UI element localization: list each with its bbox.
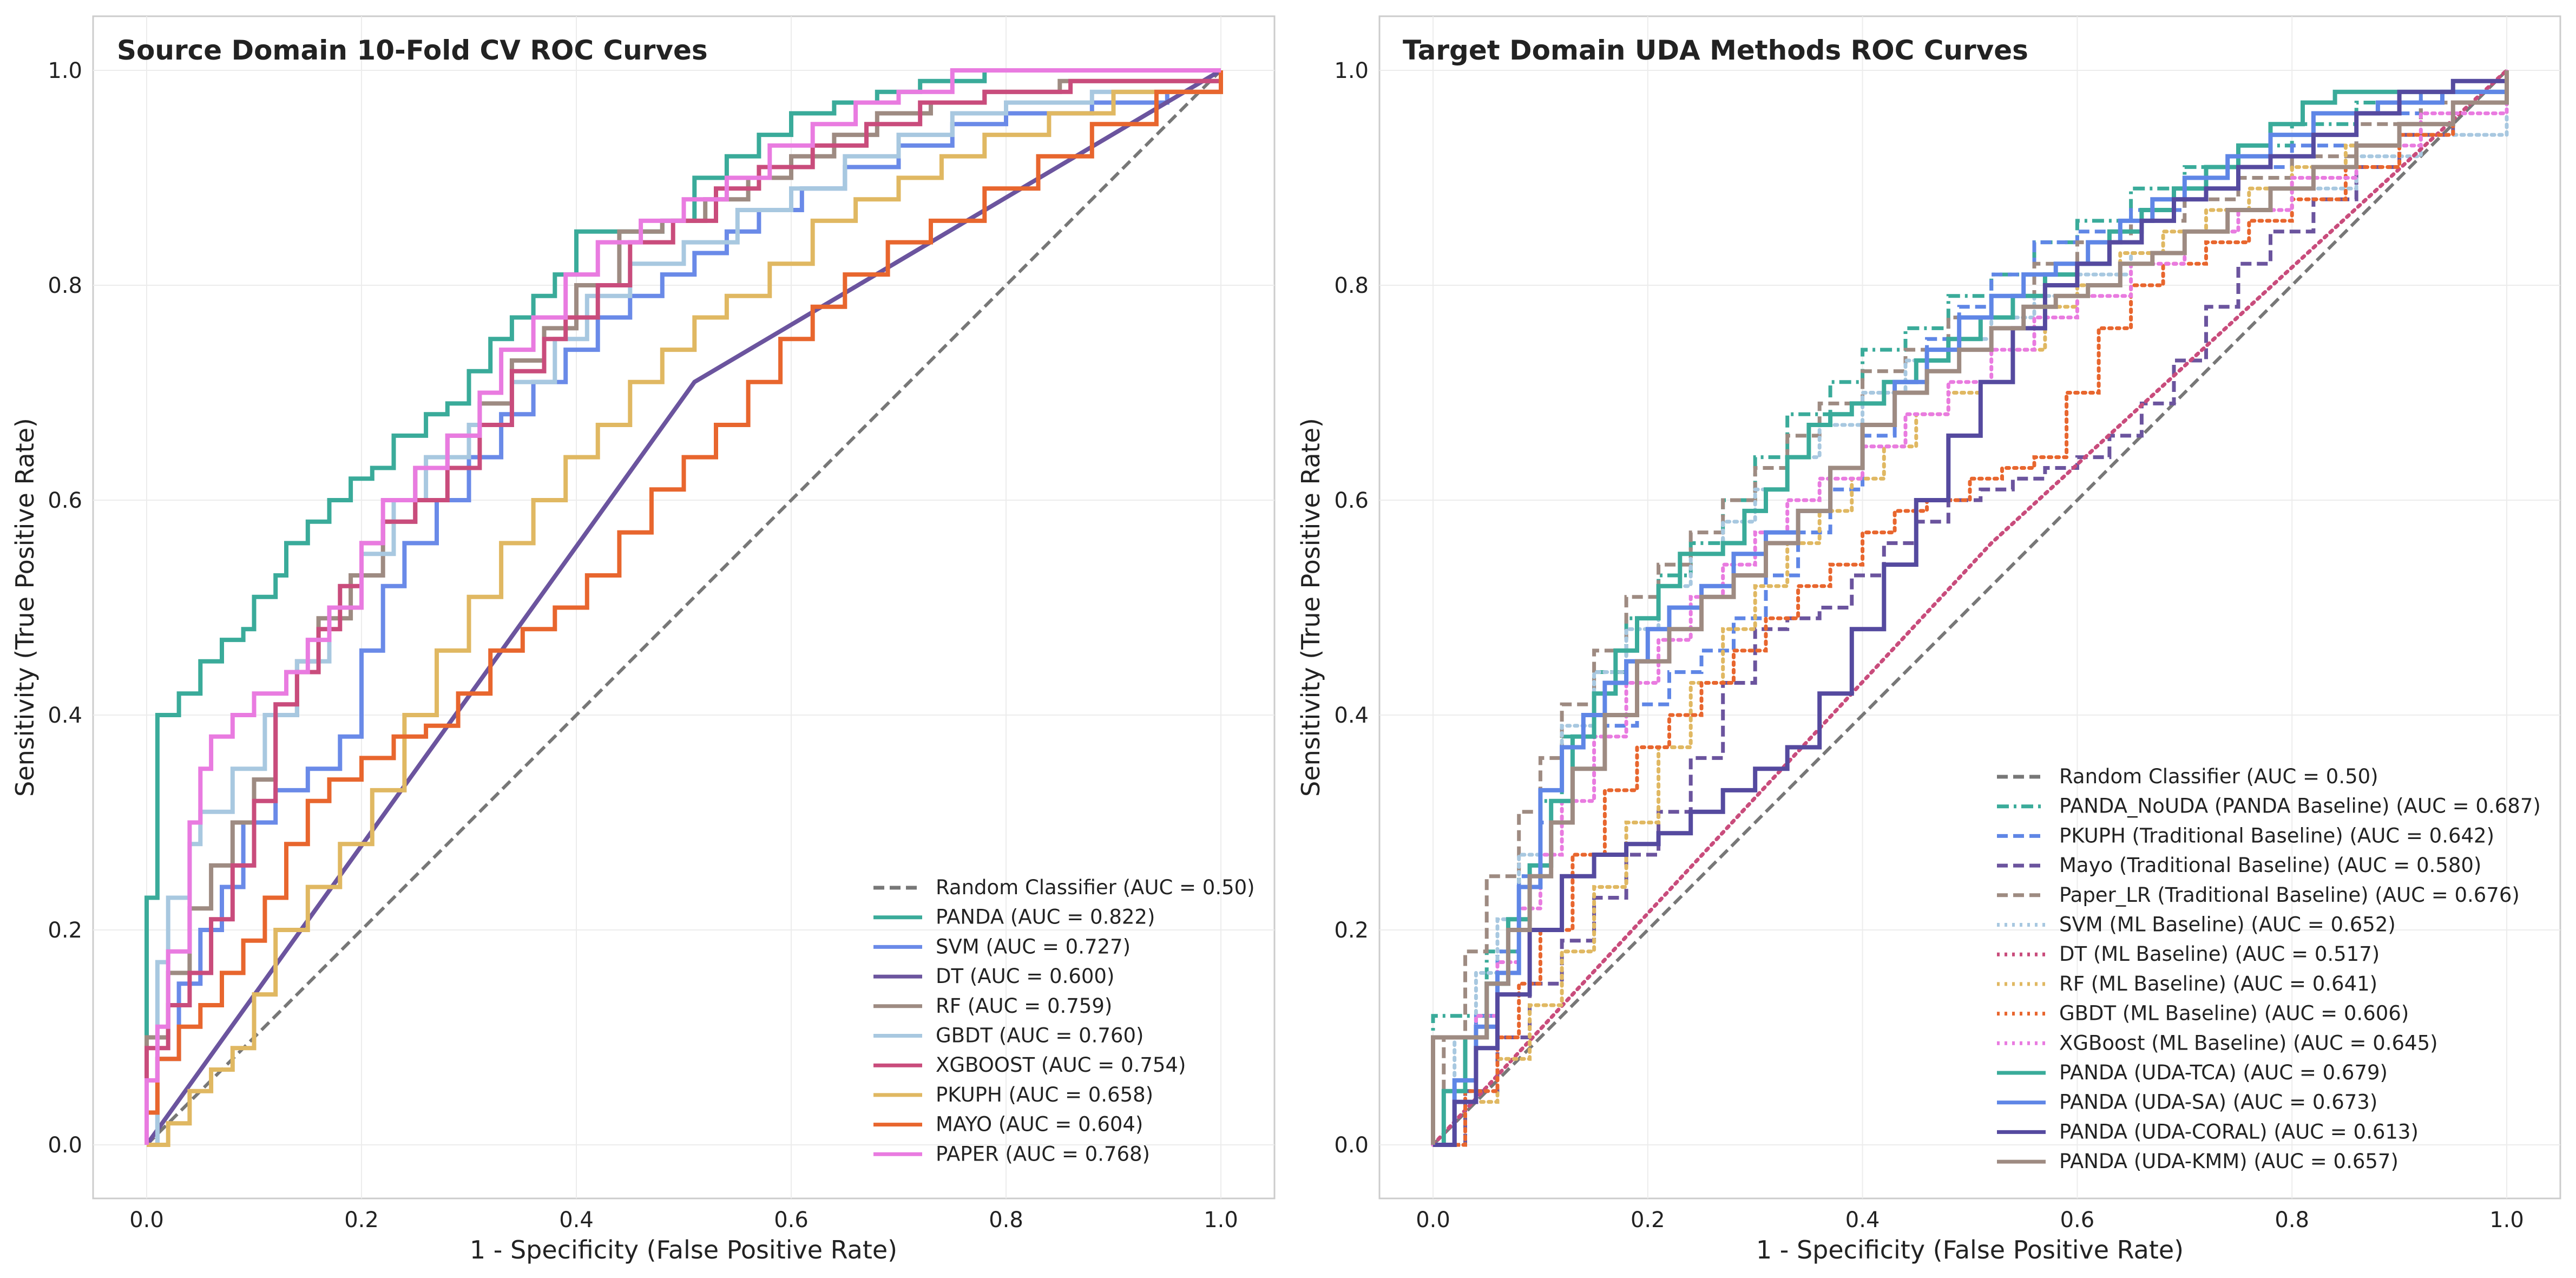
legend-entry-label: RF (AUC = 0.759) (936, 994, 1112, 1018)
roc-curve-7 (1431, 68, 2509, 1147)
y-axis-label: Sensitivity (True Positive Rate) (10, 418, 40, 797)
legend-entry-label: DT (AUC = 0.600) (936, 965, 1114, 988)
roc-curve-1 (144, 68, 1221, 1145)
legend: Random Classifier (AUC = 0.50) PANDA (AUC… (873, 876, 1255, 1165)
x-tick-label: 1.0 (2489, 1208, 2524, 1233)
x-tick-label: 0.6 (774, 1208, 809, 1233)
source-domain-roc-panel: 0.0 0.2 0.4 0.6 0.8 1.0 0.0 0.2 0.4 0.6 0.8 1.0 Sou… (10, 15, 1276, 1264)
roc-series-group (144, 68, 1223, 1147)
legend-entry-label: Random Classifier (AUC = 0.50) (2059, 765, 2378, 788)
roc-curve-7 (147, 70, 1223, 1147)
legend-entry-label: GBDT (ML Baseline) (AUC = 0.606) (2059, 1002, 2409, 1025)
roc-curve-4 (144, 70, 1223, 1145)
y-tick-label: 0.0 (1334, 1133, 1369, 1158)
roc-curve-0 (145, 69, 1223, 1146)
legend-entry-label: PKUPH (Traditional Baseline) (AUC = 0.64… (2059, 824, 2494, 847)
x-tick-label: 0.8 (2275, 1208, 2309, 1233)
roc-curve-8 (144, 70, 1223, 1145)
x-tick-label: 0.6 (2060, 1208, 2095, 1233)
y-tick-label: 0.4 (1334, 703, 1369, 728)
tick-labels: 0.0 0.2 0.4 0.6 0.8 1.0 0.0 0.2 0.4 0.6 0.8 1.0 (48, 58, 1238, 1233)
legend-entry-label: PANDA_NoUDA (PANDA Baseline) (AUC = 0.68… (2059, 795, 2541, 818)
roc-curve-3 (1433, 70, 2509, 1147)
legend-entry-label: MAYO (AUC = 0.604) (936, 1113, 1143, 1136)
y-tick-label: 0.8 (48, 273, 82, 298)
roc-curve-9 (1431, 68, 2509, 1147)
target-domain-roc-panel: 0.0 0.2 0.4 0.6 0.8 1.0 0.0 0.2 0.4 0.6 0.8 1.0 Tar… (1296, 15, 2561, 1264)
roc-curve-6 (144, 70, 1223, 1145)
legend: Random Classifier (AUC = 0.50) PANDA_NoUD… (1997, 765, 2541, 1173)
tick-labels: 0.0 0.2 0.4 0.6 0.8 1.0 0.0 0.2 0.4 0.6 0.8 1.0 (1334, 58, 2524, 1233)
legend-entry-label: PAPER (AUC = 0.768) (936, 1142, 1150, 1165)
legend-entry-label: Random Classifier (AUC = 0.50) (936, 876, 1255, 899)
x-tick-label: 0.2 (344, 1208, 379, 1233)
y-tick-label: 1.0 (48, 58, 82, 83)
legend-entry-label: PANDA (UDA-CORAL) (AUC = 0.613) (2059, 1120, 2419, 1143)
y-tick-label: 0.4 (48, 703, 82, 728)
legend-entry-label: SVM (ML Baseline) (AUC = 0.652) (2059, 913, 2396, 936)
roc-curve-8 (1431, 68, 2509, 1147)
x-tick-label: 0.4 (1845, 1208, 1880, 1233)
y-tick-label: 0.6 (1334, 488, 1369, 513)
roc-curve-6 (1431, 68, 2509, 1147)
legend-entry-label: PANDA (UDA-KMM) (AUC = 0.657) (2059, 1150, 2398, 1173)
legend-entry-label: Mayo (Traditional Baseline) (AUC = 0.580… (2059, 854, 2481, 877)
x-tick-label: 0.8 (989, 1208, 1023, 1233)
plot-area-frame (92, 15, 1276, 1200)
legend-entry-label: XGBOOST (AUC = 0.754) (936, 1053, 1186, 1077)
x-tick-label: 0.4 (559, 1208, 594, 1233)
roc-curve-13 (1431, 70, 2509, 1145)
legend-entry-label: PANDA (AUC = 0.822) (936, 906, 1155, 929)
legend-entry-label: PANDA (UDA-TCA) (AUC = 0.679) (2059, 1061, 2388, 1084)
legend-entry-label: PKUPH (AUC = 0.658) (936, 1083, 1153, 1106)
legend-entry-label: GBDT (AUC = 0.760) (936, 1024, 1144, 1047)
legend-entry-label: Paper_LR (Traditional Baseline) (AUC = 0… (2059, 883, 2520, 907)
legend-entry-label: XGBoost (ML Baseline) (AUC = 0.645) (2059, 1031, 2438, 1054)
x-tick-label: 0.0 (1416, 1208, 1450, 1233)
y-tick-label: 0.2 (48, 918, 82, 943)
y-tick-label: 0.0 (48, 1133, 82, 1158)
x-tick-label: 0.0 (129, 1208, 164, 1233)
roc-series-group (1431, 68, 2509, 1147)
x-axis-label: 1 - Specificity (False Positive Rate) (470, 1235, 897, 1264)
y-tick-label: 1.0 (1334, 58, 1369, 83)
y-tick-label: 0.6 (48, 488, 82, 513)
x-axis-label: 1 - Specificity (False Positive Rate) (1756, 1235, 2184, 1264)
y-tick-label: 0.2 (1334, 918, 1369, 943)
roc-curve-12 (1433, 70, 2509, 1147)
x-tick-label: 0.2 (1631, 1208, 1665, 1233)
legend-entry-label: RF (ML Baseline) (AUC = 0.641) (2059, 972, 2377, 995)
roc-curve-9 (144, 68, 1221, 1145)
legend-entry-label: SVM (AUC = 0.727) (936, 935, 1131, 958)
y-tick-label: 0.8 (1334, 273, 1369, 298)
x-tick-label: 1.0 (1204, 1208, 1238, 1233)
legend-entry-label: DT (ML Baseline) (AUC = 0.517) (2059, 942, 2380, 966)
chart-title: Target Domain UDA Methods ROC Curves (1403, 35, 2028, 66)
roc-curve-3 (144, 68, 1223, 1146)
roc-curve-0 (1431, 69, 2508, 1146)
y-axis-label: Sensitivity (True Positive Rate) (1296, 418, 1325, 797)
chart-title: Source Domain 10-Fold CV ROC Curves (117, 35, 708, 66)
legend-entry-label: PANDA (UDA-SA) (AUC = 0.673) (2059, 1091, 2377, 1114)
